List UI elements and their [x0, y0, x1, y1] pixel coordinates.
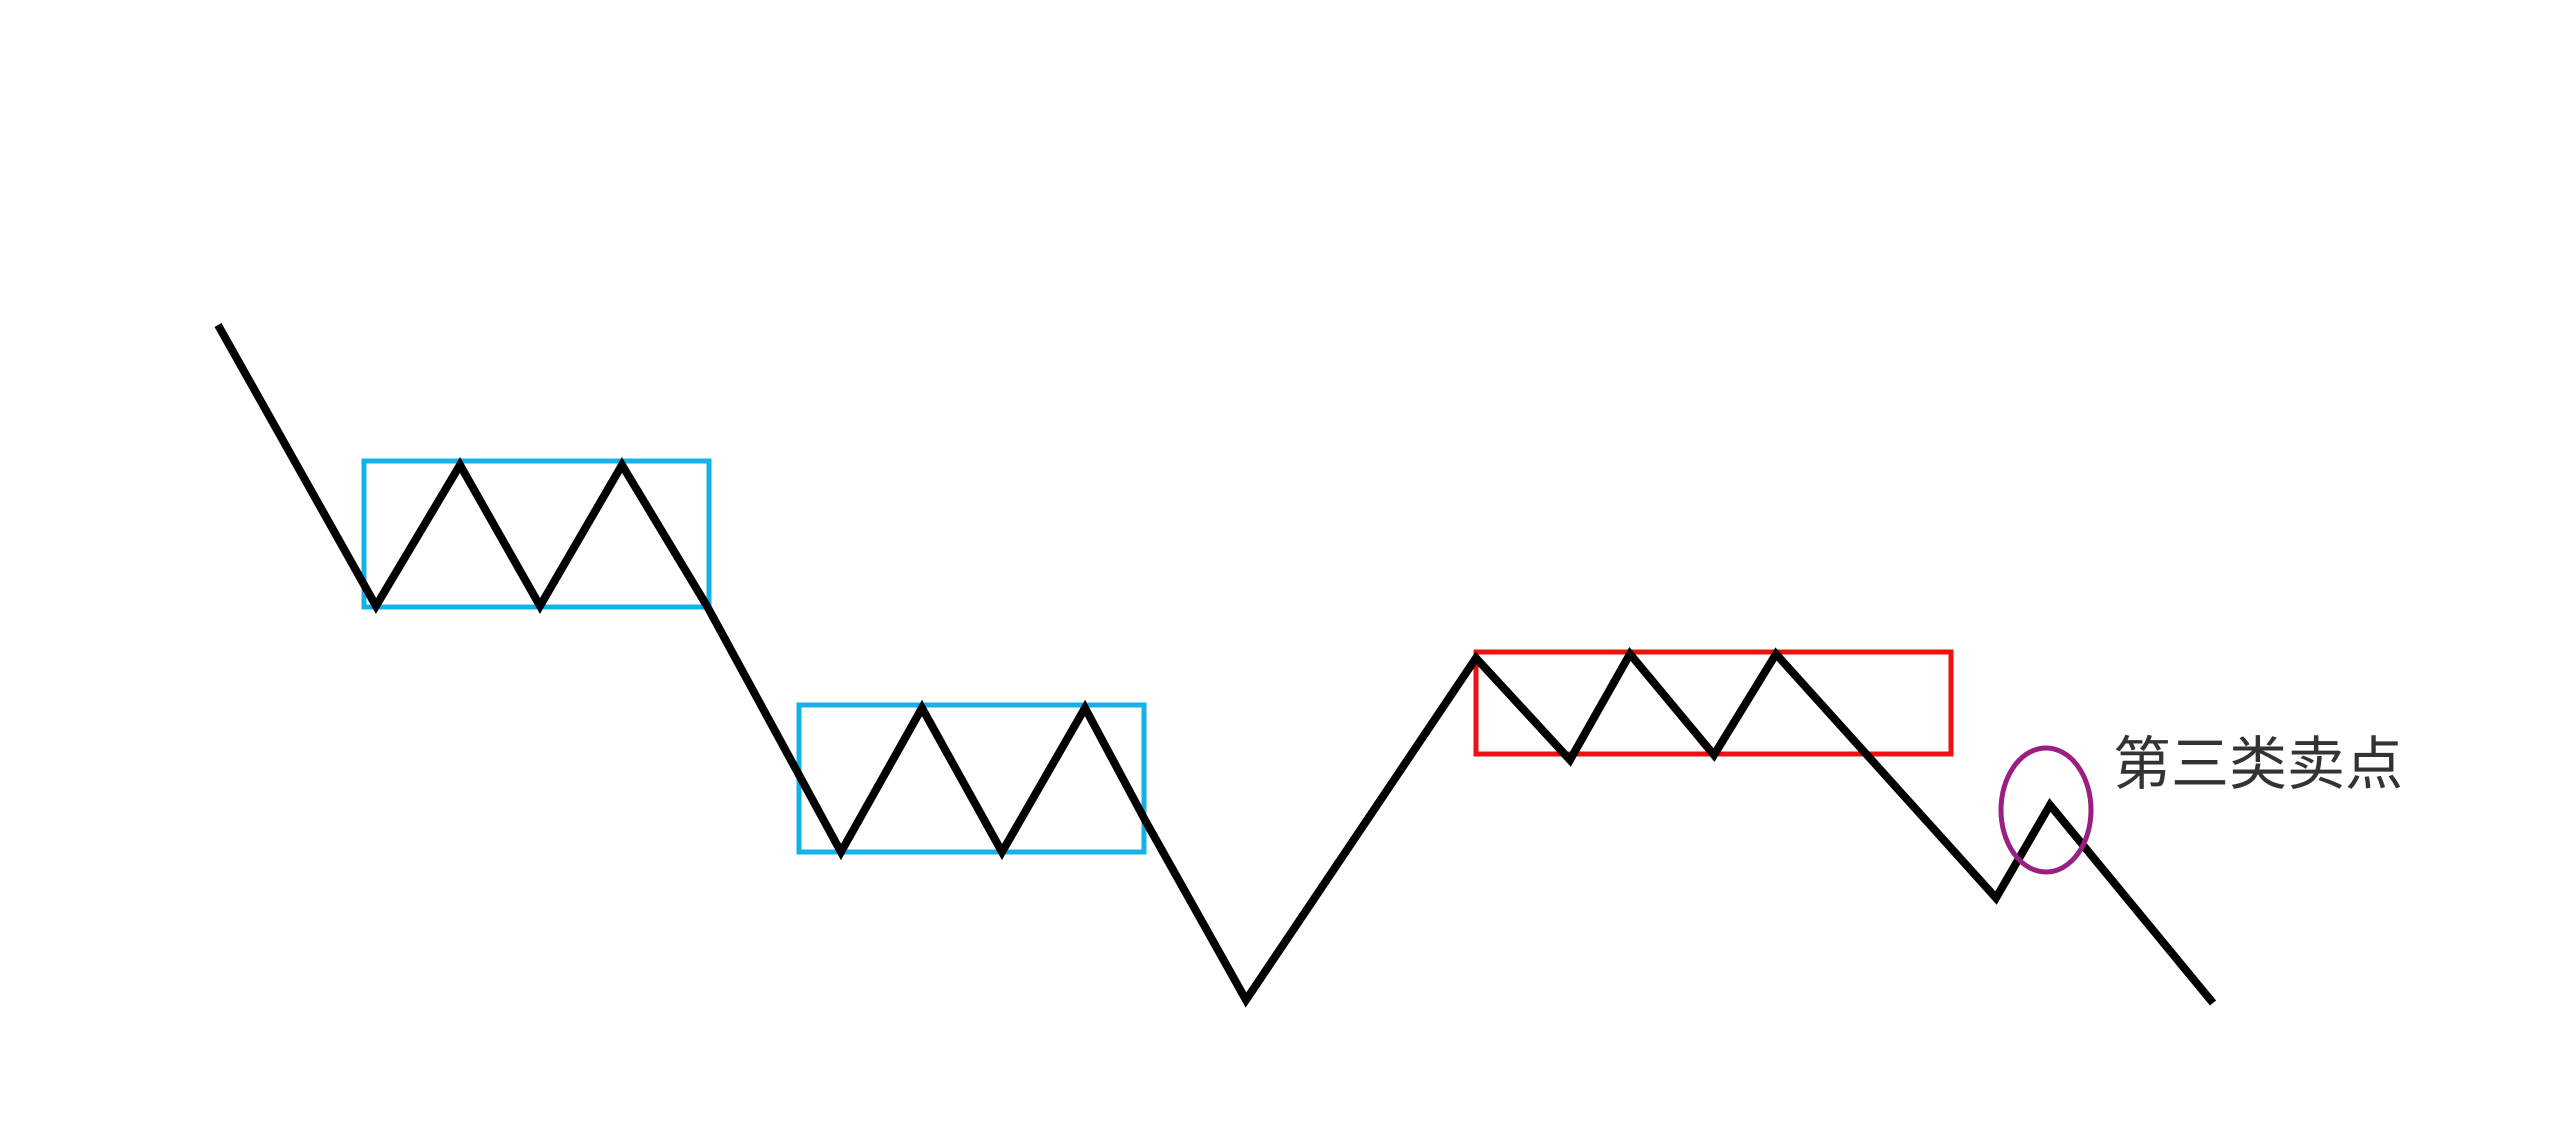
sell-point-label: 第三类卖点: [2113, 730, 2403, 798]
sell-point-marker: [1998, 745, 2094, 875]
price-path: [214, 323, 2217, 1008]
